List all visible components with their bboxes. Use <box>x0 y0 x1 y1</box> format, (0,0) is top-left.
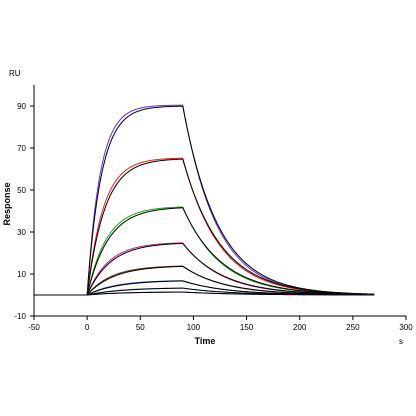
y-axis-title: Response <box>2 182 12 225</box>
measured-curve-2 <box>34 157 375 296</box>
fit-curve-1 <box>34 105 375 296</box>
y-tick-label: 10 <box>17 270 26 279</box>
y-unit-label: RU <box>9 69 21 78</box>
x-tick-label: 150 <box>240 323 254 332</box>
y-tick-label: 90 <box>17 102 26 111</box>
x-axis-title: Time <box>195 336 216 346</box>
x-tick-label: 200 <box>293 323 307 332</box>
x-unit-label: s <box>399 337 403 346</box>
measured-curve-3 <box>34 206 375 296</box>
x-tick-label: 300 <box>399 323 413 332</box>
x-tick-label: 50 <box>136 323 145 332</box>
x-tick-label: 250 <box>346 323 360 332</box>
axes <box>33 85 406 317</box>
x-tick-label: 100 <box>187 323 201 332</box>
fit-curve-3 <box>34 207 375 296</box>
y-tick-label: 30 <box>17 228 26 237</box>
measured-curve-1 <box>34 104 375 296</box>
ticks: -50 0 50 100 150 200 250 300 -10 10 30 50 70 90 <box>14 102 413 332</box>
fit-curve-8 <box>34 291 375 296</box>
x-tick-label: -50 <box>28 323 40 332</box>
y-tick-label: 50 <box>17 186 26 195</box>
fit-curve-5 <box>34 265 375 296</box>
fit-curve-4 <box>34 242 375 296</box>
y-tick-label: -10 <box>14 312 26 321</box>
fit-curve-2 <box>34 158 375 296</box>
measured-curve-4 <box>34 242 375 296</box>
curves <box>34 104 375 296</box>
x-tick-label: 0 <box>85 323 90 332</box>
y-tick-label: 70 <box>17 144 26 153</box>
